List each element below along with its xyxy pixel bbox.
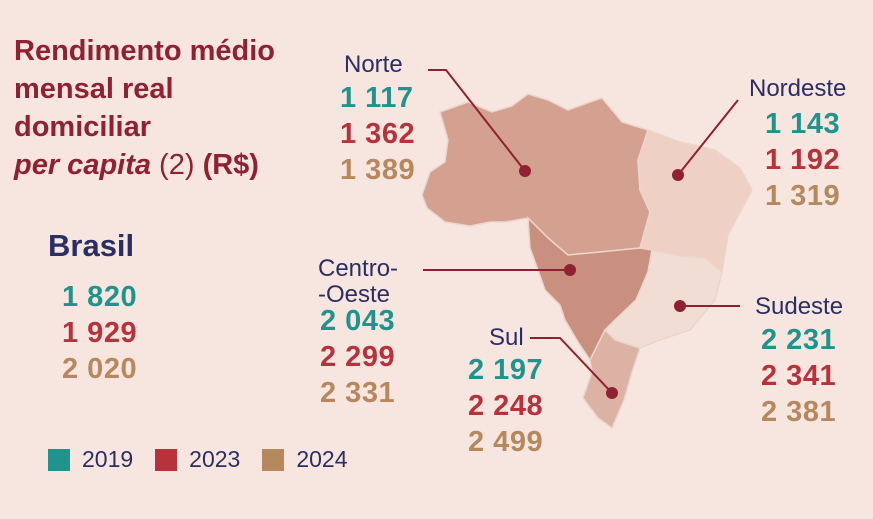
legend-label-2023: 2023 bbox=[189, 446, 241, 472]
norte-value-2019: 1 117 bbox=[340, 82, 414, 114]
centro-oeste-label-line-1: Centro- bbox=[318, 255, 399, 282]
title-line-4: per capita (2) (R$) bbox=[14, 146, 344, 184]
sul-value-2023: 2 248 bbox=[468, 390, 544, 422]
norte-value-2023: 1 362 bbox=[340, 118, 416, 150]
brasil-values: 1 820 1 929 2 020 bbox=[62, 279, 137, 387]
sudeste-value-2023: 2 341 bbox=[761, 360, 837, 392]
nordeste-value-2023: 1 192 bbox=[765, 144, 841, 176]
legend-swatch-2023 bbox=[155, 448, 178, 471]
legend-swatch-2024 bbox=[262, 448, 285, 471]
title-line-2: mensal real bbox=[14, 73, 174, 105]
centro-oeste-values: 2 043 2 299 2 331 bbox=[320, 303, 395, 411]
norte-leader-line bbox=[428, 69, 526, 172]
norte-marker bbox=[519, 165, 531, 177]
centro-oeste-label-line-2: -Oeste bbox=[318, 281, 391, 308]
title-line-3: domiciliar bbox=[14, 111, 151, 143]
norte-label: Norte bbox=[344, 51, 403, 78]
sul-value-2024: 2 499 bbox=[468, 426, 544, 458]
nordeste-value-2019: 1 143 bbox=[765, 108, 841, 140]
sudeste-marker bbox=[674, 300, 686, 312]
sul-values: 2 197 2 248 2 499 bbox=[468, 352, 543, 460]
title-line-1: Rendimento médio bbox=[14, 35, 276, 67]
nordeste-value-2024: 1 319 bbox=[765, 180, 841, 212]
region-sul-shape bbox=[582, 328, 641, 430]
sul-value-2019: 2 197 bbox=[468, 354, 544, 386]
legend-label-2024: 2024 bbox=[296, 446, 348, 472]
brasil-value-2024: 2 020 bbox=[62, 353, 138, 385]
nordeste-values: 1 143 1 192 1 319 bbox=[765, 106, 840, 214]
norte-value-2024: 1 389 bbox=[340, 154, 416, 186]
sul-label: Sul bbox=[489, 324, 524, 351]
sul-marker bbox=[606, 387, 618, 399]
title-unit: (R$) bbox=[202, 149, 259, 181]
sudeste-value-2024: 2 381 bbox=[761, 396, 837, 428]
centro-oeste-marker bbox=[564, 264, 576, 276]
nordeste-leader-line bbox=[677, 99, 739, 176]
title-italic: per capita bbox=[14, 149, 151, 181]
nordeste-marker bbox=[672, 169, 684, 181]
brasil-value-2023: 1 929 bbox=[62, 317, 138, 349]
sudeste-label: Sudeste bbox=[755, 293, 844, 320]
centro-oeste-label: Centro- -Oeste bbox=[318, 256, 398, 308]
brasil-value-2019: 1 820 bbox=[62, 281, 138, 313]
norte-values: 1 117 1 362 1 389 bbox=[340, 80, 415, 188]
sudeste-value-2019: 2 231 bbox=[761, 324, 837, 356]
brasil-label: Brasil bbox=[48, 228, 135, 263]
centro-oeste-value-2023: 2 299 bbox=[320, 341, 396, 373]
region-sudeste-shape bbox=[603, 249, 723, 349]
legend: 2019 2023 2024 bbox=[48, 446, 370, 473]
legend-item-2019: 2019 bbox=[48, 446, 133, 473]
title-note: (2) bbox=[151, 149, 203, 181]
legend-item-2023: 2023 bbox=[155, 446, 240, 473]
centro-oeste-value-2019: 2 043 bbox=[320, 305, 396, 337]
legend-label-2019: 2019 bbox=[82, 446, 134, 472]
centro-oeste-value-2024: 2 331 bbox=[320, 377, 396, 409]
legend-swatch-2019 bbox=[48, 448, 70, 471]
legend-item-2024: 2024 bbox=[262, 446, 348, 473]
nordeste-label: Nordeste bbox=[749, 75, 847, 102]
sul-leader-line bbox=[530, 337, 613, 394]
sudeste-values: 2 231 2 341 2 381 bbox=[761, 322, 836, 430]
chart-title: Rendimento médio mensal real domiciliar … bbox=[14, 32, 344, 184]
